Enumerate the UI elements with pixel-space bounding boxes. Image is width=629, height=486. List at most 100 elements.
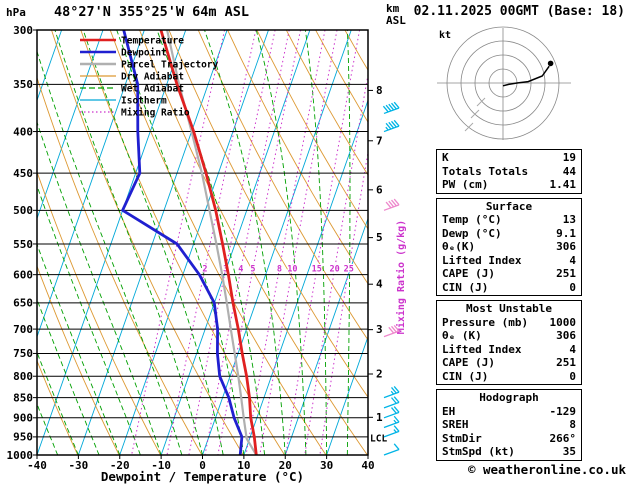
stat-row: Pressure (mb) 1000 <box>437 316 581 330</box>
svg-text:450: 450 <box>13 167 33 180</box>
stat-value: 1000 <box>549 315 577 329</box>
svg-text:6: 6 <box>376 183 383 196</box>
stat-label: SREH <box>442 418 469 431</box>
legend-label: Temperature <box>121 36 184 47</box>
altitude-unit-km: km <box>386 2 400 15</box>
svg-text:3: 3 <box>223 265 228 275</box>
altitude-unit-asl: ASL <box>386 14 406 27</box>
stat-value: 35 <box>562 445 576 458</box>
pressure-axis: 300 350 400 450 500 550 600 650 700 750 800 850 900 9… <box>7 24 37 462</box>
stat-label: StmSpd (kt) <box>442 445 515 458</box>
stat-row: StmSpd (kt) 35 <box>437 445 581 459</box>
stats-panel: K 19 Totals Totals 44 PW (cm) 1.41 Surface … <box>436 149 582 465</box>
svg-text:1: 1 <box>376 411 383 424</box>
stat-row: θₑ (K) 306 <box>437 329 581 343</box>
stat-value: 251 <box>556 267 576 280</box>
svg-text:-10: -10 <box>151 459 171 472</box>
svg-text:30: 30 <box>320 459 333 472</box>
stat-label: Dewp (°C) <box>442 226 502 240</box>
legend-label: Dry Adiabat <box>121 72 184 83</box>
skewt-chart: 2 3 4 5 8 10 15 20 25300350400450500550600650700… <box>7 24 408 484</box>
stat-row: CAPE (J) 251 <box>437 267 581 281</box>
svg-text:-40: -40 <box>27 459 47 472</box>
svg-text:2: 2 <box>376 367 383 380</box>
stat-row: Lifted Index 4 <box>437 254 581 268</box>
most-unstable-box: Most Unstable Pressure (mb) 1000 θₑ (K) 30… <box>436 300 582 385</box>
stat-label: θₑ (K) <box>442 329 482 342</box>
svg-text:800: 800 <box>13 370 33 383</box>
stat-value: 0 <box>569 280 576 294</box>
isotherm-grid <box>37 30 368 455</box>
legend-label: Isotherm <box>121 96 167 107</box>
hodograph-unit-label: kt <box>439 30 451 41</box>
stat-value: 251 <box>556 356 576 369</box>
temperature-curve <box>159 30 258 455</box>
hodograph-chart: kt <box>437 26 571 140</box>
svg-text:4: 4 <box>376 278 383 291</box>
stat-value: -129 <box>549 404 577 418</box>
svg-text:-20: -20 <box>110 459 130 472</box>
stat-row: Temp (°C) 13 <box>437 213 581 227</box>
stat-label: CIN (J) <box>442 369 489 383</box>
svg-text:0: 0 <box>199 459 206 472</box>
storm-motion-dot <box>547 60 554 67</box>
x-axis-title: Dewpoint / Temperature (°C) <box>101 469 304 484</box>
stat-value: 306 <box>556 240 576 253</box>
stat-value: 4 <box>569 253 576 267</box>
svg-text:4: 4 <box>238 265 243 275</box>
stat-label: Lifted Index <box>442 342 522 356</box>
parcel-trajectory-curve <box>166 30 258 455</box>
altitude-unit-label: km ASL <box>386 3 406 27</box>
legend-label: Dewpoint <box>121 48 167 59</box>
stat-label: CAPE (J) <box>442 356 495 369</box>
surface-box: Surface Temp (°C) 13 Dewp (°C) 9.1 θₑ(K) 30… <box>436 197 582 296</box>
stat-value: 13 <box>562 213 576 226</box>
svg-text:850: 850 <box>13 391 33 404</box>
hodograph-trace <box>502 65 550 87</box>
wind-barbs <box>382 101 400 456</box>
stat-value: 0 <box>569 369 576 383</box>
stat-label: StmDir <box>442 431 482 445</box>
svg-text:2: 2 <box>202 265 207 275</box>
stat-label: EH <box>442 404 456 418</box>
stat-label: θₑ(K) <box>442 240 476 253</box>
svg-text:350: 350 <box>13 78 33 91</box>
svg-text:8: 8 <box>277 265 282 275</box>
svg-text:500: 500 <box>13 204 33 217</box>
svg-text:950: 950 <box>13 431 33 444</box>
svg-text:10: 10 <box>287 265 297 275</box>
stat-row: Lifted Index 4 <box>437 343 581 357</box>
svg-text:5: 5 <box>376 231 383 244</box>
svg-text:600: 600 <box>13 268 33 281</box>
svg-text:15: 15 <box>312 265 322 275</box>
stat-row: K 19 <box>437 151 581 165</box>
stat-label: Lifted Index <box>442 253 522 267</box>
run-date: 02.11.2025 00GMT (Base: 18) <box>413 4 625 19</box>
legend-label: Parcel Trajectory <box>121 60 219 71</box>
mixing-ratio-labels: 2 3 4 5 8 10 15 20 25 <box>201 264 355 276</box>
stat-value: 306 <box>556 329 576 342</box>
stat-row: CAPE (J) 251 <box>437 356 581 370</box>
stat-row: SREH 8 <box>437 418 581 432</box>
svg-text:1000: 1000 <box>7 449 34 462</box>
most-unstable-box-title: Most Unstable <box>465 302 553 315</box>
stat-value: 8 <box>569 418 576 431</box>
svg-text:-30: -30 <box>68 459 88 472</box>
svg-text:400: 400 <box>13 125 33 138</box>
stat-value: 44 <box>562 164 576 178</box>
stat-row: θₑ(K) 306 <box>437 240 581 254</box>
stat-value: 19 <box>562 151 576 164</box>
svg-text:8: 8 <box>376 84 383 97</box>
stat-label: CAPE (J) <box>442 267 495 280</box>
svg-text:700: 700 <box>13 323 33 336</box>
stat-label: CIN (J) <box>442 280 489 294</box>
stat-row: StmDir 266° <box>437 432 581 446</box>
dewpoint-curve <box>121 30 244 455</box>
stat-value: 1.41 <box>549 178 577 191</box>
surface-box-title: Surface <box>485 199 533 213</box>
hodograph-rings <box>446 26 560 140</box>
svg-text:3: 3 <box>376 323 383 336</box>
hodograph-box-title: Hodograph <box>479 391 539 404</box>
stat-label: K <box>442 151 449 164</box>
